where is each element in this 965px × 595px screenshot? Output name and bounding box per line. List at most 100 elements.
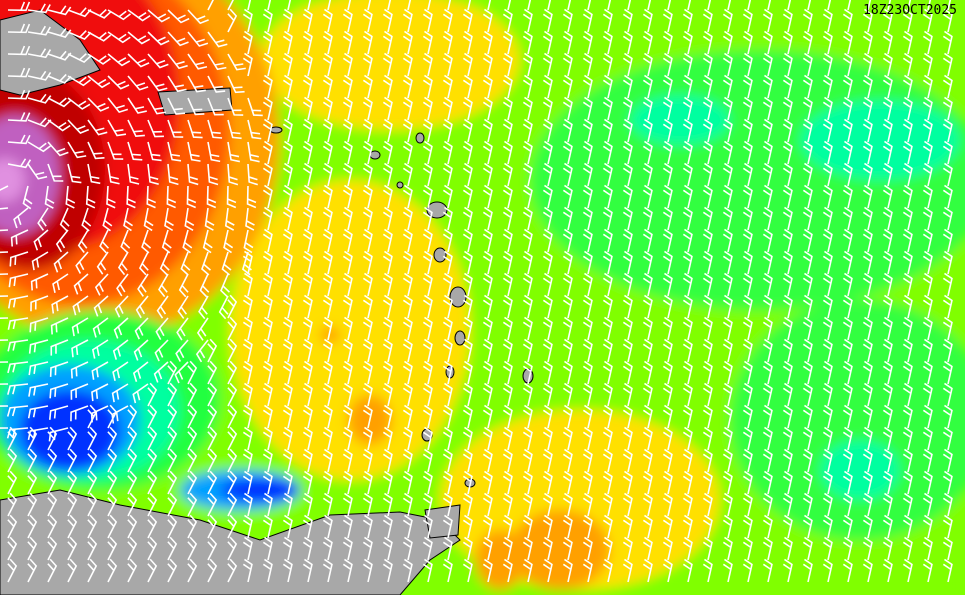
wind-barb — [47, 73, 72, 84]
wind-barb — [87, 119, 108, 136]
wind-barb — [322, 382, 333, 407]
wind-barb — [67, 119, 90, 134]
wind-barb — [822, 162, 833, 187]
wind-barb — [622, 8, 633, 33]
wind-barb — [782, 536, 793, 561]
wind-barb — [362, 536, 373, 561]
wind-barb — [802, 316, 813, 341]
wind-barb — [582, 448, 593, 473]
wind-barb — [942, 426, 953, 451]
wind-barb — [782, 426, 793, 451]
wind-barb — [67, 97, 91, 110]
wind-barb — [382, 250, 393, 275]
wind-barb — [922, 426, 933, 451]
wind-barb — [7, 448, 18, 473]
wind-barb — [7, 536, 18, 561]
wind-barb — [822, 404, 833, 429]
wind-barb — [362, 492, 373, 517]
wind-barb — [167, 31, 189, 47]
wind-barb — [467, 0, 472, 11]
wind-barb — [127, 9, 151, 22]
wind-barb — [742, 52, 753, 77]
wind-barb — [562, 492, 573, 517]
wind-barb — [802, 250, 813, 275]
wind-barb — [562, 250, 573, 275]
wind-barb — [262, 470, 273, 495]
wind-barb — [0, 361, 9, 363]
wind-barb — [7, 558, 18, 583]
wind-barb — [127, 514, 138, 539]
wind-barb — [922, 404, 933, 429]
wind-barb — [562, 272, 573, 297]
wind-barb — [662, 52, 673, 77]
wind-barb — [201, 251, 212, 276]
wind-barb — [114, 295, 129, 318]
wind-barb — [542, 338, 553, 363]
wind-barb — [922, 536, 933, 561]
wind-barb — [47, 5, 72, 16]
wind-barb — [602, 316, 613, 341]
wind-barb — [127, 75, 149, 91]
wind-barb — [442, 426, 453, 451]
wind-barb — [762, 360, 773, 385]
wind-barb — [662, 338, 673, 363]
wind-barb — [642, 140, 653, 165]
wind-barb — [542, 360, 553, 385]
wind-barb — [0, 317, 9, 319]
wind-barb — [762, 536, 773, 561]
wind-barb — [582, 470, 593, 495]
wind-barb — [682, 8, 693, 33]
wind-barb — [902, 316, 913, 341]
wind-barb — [582, 294, 593, 319]
wind-barb — [167, 426, 178, 451]
wind-barb — [422, 470, 433, 495]
wind-barb — [782, 184, 793, 209]
wind-barb — [842, 382, 853, 407]
wind-barb — [482, 426, 493, 451]
wind-barb — [842, 536, 853, 561]
wind-barb — [167, 360, 178, 385]
wind-barb — [27, 514, 38, 539]
wind-barb — [542, 470, 553, 495]
wind-barb — [722, 382, 733, 407]
wind-barb — [242, 294, 253, 319]
wind-barb — [762, 96, 773, 121]
wind-barb — [187, 492, 198, 517]
wind-barb — [342, 140, 353, 165]
wind-barb — [862, 74, 873, 99]
wind-barb — [762, 184, 773, 209]
wind-barb — [602, 536, 613, 561]
wind-barb — [187, 514, 198, 539]
wind-barb — [127, 141, 143, 161]
wind-barb — [127, 558, 138, 583]
wind-barb — [262, 338, 273, 363]
wind-barb — [93, 295, 109, 317]
wind-barb — [30, 273, 49, 291]
wind-barb — [342, 404, 353, 429]
wind-barb — [682, 404, 693, 429]
wind-barb — [662, 404, 673, 429]
wind-barb — [542, 162, 553, 187]
wind-barb — [502, 294, 513, 319]
wind-barb — [822, 426, 833, 451]
wind-barb — [922, 8, 933, 33]
wind-barb — [302, 470, 313, 495]
wind-barb — [342, 382, 353, 407]
wind-barb — [682, 360, 693, 385]
wind-barb — [542, 272, 553, 297]
wind-barb — [127, 470, 138, 495]
wind-barb — [29, 317, 49, 333]
wind-barb — [47, 558, 58, 583]
wind-barb — [156, 295, 169, 319]
wind-barb — [207, 338, 218, 363]
wind-barb — [135, 295, 149, 319]
wind-barb — [178, 273, 189, 298]
wind-barb — [67, 426, 78, 451]
wind-barb — [882, 184, 893, 209]
wind-barb — [442, 448, 453, 473]
wind-barb — [902, 74, 913, 99]
wind-barb — [7, 112, 31, 122]
wind-barb — [802, 272, 813, 297]
wind-barb — [562, 206, 573, 231]
